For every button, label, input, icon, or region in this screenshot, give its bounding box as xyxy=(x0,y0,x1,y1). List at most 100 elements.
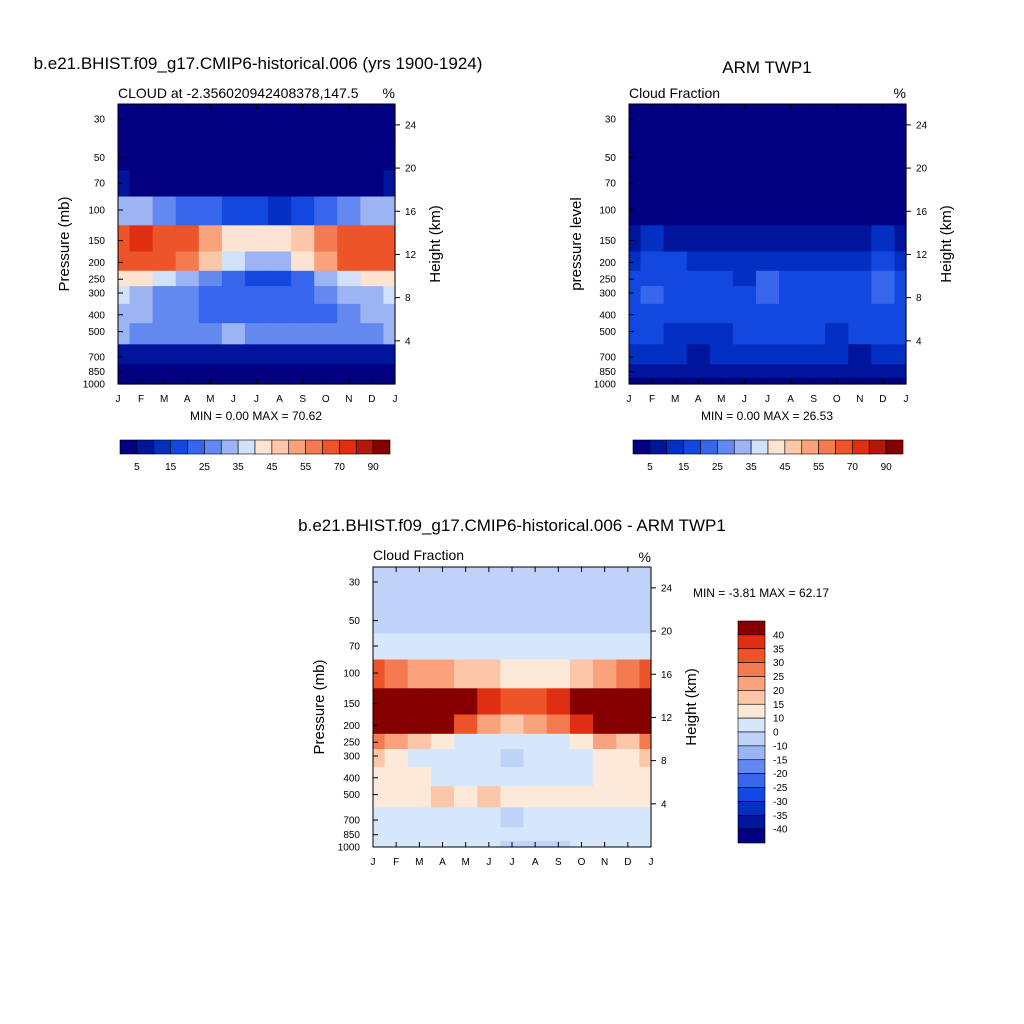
contour-cell xyxy=(755,270,780,287)
contour-cell xyxy=(383,196,396,226)
x-tick-label: D xyxy=(624,857,631,868)
contour-cell xyxy=(454,567,478,602)
colorbar-swatch xyxy=(737,648,766,663)
contour-cell xyxy=(129,364,154,379)
model-right-axis-label: Height (km) xyxy=(427,205,444,283)
contour-cell xyxy=(640,286,665,305)
diff-right-axis-label: Height (km) xyxy=(683,668,700,746)
contour-cell xyxy=(639,840,652,848)
contour-cell xyxy=(291,251,315,272)
contour-cell xyxy=(454,633,478,661)
contour-cell xyxy=(629,104,642,139)
y-tick-label: 150 xyxy=(343,699,360,710)
contour-cell xyxy=(129,344,154,365)
contour-cell xyxy=(639,659,652,689)
contour-cell xyxy=(384,714,409,735)
contour-cell xyxy=(802,170,826,198)
y-tick-label: 30 xyxy=(349,577,361,588)
contour-cell xyxy=(129,251,154,272)
contour-cell xyxy=(640,344,665,365)
contour-cell xyxy=(616,659,641,689)
contour-cell xyxy=(709,303,734,324)
contour-cell xyxy=(500,688,525,716)
contour-cell xyxy=(709,170,734,198)
contour-cell xyxy=(640,104,665,139)
diff-subtitle: Cloud Fraction xyxy=(373,547,464,563)
contour-cell xyxy=(732,225,757,253)
contour-cell xyxy=(314,303,338,324)
x-tick-label: N xyxy=(345,394,352,405)
x-tick-label: A xyxy=(276,394,283,405)
y-tick-label: 700 xyxy=(88,353,105,364)
contour-cell xyxy=(360,138,385,171)
contour-cell xyxy=(360,323,385,345)
y-tick-label: 850 xyxy=(599,367,616,378)
contour-cell xyxy=(129,286,154,305)
contour-cell xyxy=(802,286,826,305)
contour-cell xyxy=(221,196,246,226)
contour-cell xyxy=(848,286,872,305)
contour-cell xyxy=(569,567,594,602)
contour-cell xyxy=(221,225,246,253)
contour-cell xyxy=(118,303,131,324)
obs-units: % xyxy=(894,85,906,101)
colorbar-swatch xyxy=(737,801,766,816)
colorbar-swatch xyxy=(737,773,766,788)
colorbar-swatch xyxy=(737,745,766,761)
contour-cell xyxy=(546,733,571,750)
contour-cell xyxy=(175,364,200,379)
x-tick-label: J xyxy=(649,857,654,868)
contour-cell xyxy=(314,286,338,305)
contour-cell xyxy=(268,225,292,253)
contour-cell xyxy=(825,270,849,287)
x-tick-label: J xyxy=(486,857,491,868)
contour-cell xyxy=(569,688,594,716)
contour-cell xyxy=(779,286,803,305)
contour-cell xyxy=(639,733,652,750)
contour-cell xyxy=(639,601,652,634)
contour-cell xyxy=(629,270,642,287)
contour-cell xyxy=(616,688,641,716)
contour-cell xyxy=(221,364,246,379)
contour-cell xyxy=(825,364,849,379)
y-tick-label: 700 xyxy=(343,816,360,827)
contour-cell xyxy=(663,225,688,253)
contour-cell xyxy=(569,601,594,634)
contour-cell xyxy=(198,364,223,379)
contour-cell xyxy=(709,225,734,253)
y-tick-label: 1000 xyxy=(594,380,617,391)
diff-contour-plot xyxy=(373,567,652,848)
contour-cell xyxy=(523,766,548,787)
colorbar-label: 25 xyxy=(773,672,785,683)
contour-cell xyxy=(755,225,780,253)
colorbar-swatch xyxy=(733,439,752,455)
contour-cell xyxy=(593,827,617,842)
colorbar-swatch xyxy=(683,439,701,455)
contour-cell xyxy=(360,170,385,198)
contour-cell xyxy=(477,766,502,787)
obs-y-axis-label: pressure level xyxy=(568,197,585,290)
contour-cell xyxy=(593,749,617,768)
contour-cell xyxy=(686,364,711,379)
contour-cell xyxy=(407,714,432,735)
contour-cell xyxy=(629,138,642,171)
contour-cell xyxy=(407,807,432,828)
contour-cell xyxy=(848,138,872,171)
contour-cell xyxy=(500,827,525,842)
obs-min-max: MIN = 0.00 MAX = 26.53 xyxy=(701,409,833,423)
contour-cell xyxy=(314,270,338,287)
contour-cell xyxy=(118,270,131,287)
contour-cell xyxy=(175,138,200,171)
y-tick-label: 70 xyxy=(605,179,617,190)
height-tick-label: 16 xyxy=(405,207,417,218)
obs-title: ARM TWP1 xyxy=(722,58,811,77)
colorbar-label: 15 xyxy=(773,700,785,711)
contour-cell xyxy=(640,364,665,379)
y-tick-label: 30 xyxy=(605,114,617,125)
colorbar-swatch xyxy=(136,439,155,455)
y-tick-label: 70 xyxy=(349,642,361,653)
contour-cell xyxy=(802,323,826,345)
contour-cell xyxy=(709,138,734,171)
contour-cell xyxy=(221,303,246,324)
contour-cell xyxy=(616,733,641,750)
